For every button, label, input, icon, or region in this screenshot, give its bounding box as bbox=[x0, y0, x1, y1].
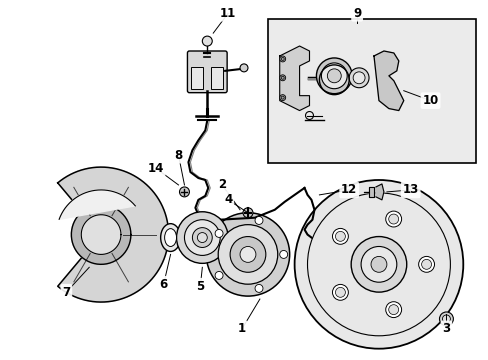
Circle shape bbox=[279, 251, 287, 258]
Text: 9: 9 bbox=[352, 7, 361, 20]
Text: 7: 7 bbox=[62, 285, 70, 299]
Bar bbox=[267, 19, 475, 163]
Circle shape bbox=[421, 260, 431, 269]
Circle shape bbox=[255, 216, 263, 224]
Circle shape bbox=[350, 237, 406, 292]
Polygon shape bbox=[364, 187, 373, 197]
Circle shape bbox=[197, 233, 207, 243]
Circle shape bbox=[279, 95, 285, 100]
Circle shape bbox=[230, 237, 265, 272]
Polygon shape bbox=[71, 205, 131, 264]
Circle shape bbox=[316, 58, 351, 94]
Text: 14: 14 bbox=[147, 162, 163, 175]
Circle shape bbox=[418, 256, 434, 272]
Circle shape bbox=[348, 68, 368, 88]
Circle shape bbox=[240, 64, 247, 72]
Circle shape bbox=[294, 180, 462, 349]
Polygon shape bbox=[279, 46, 309, 111]
Text: 11: 11 bbox=[220, 7, 236, 20]
Text: 10: 10 bbox=[422, 94, 438, 107]
Text: 1: 1 bbox=[238, 322, 245, 336]
Text: 13: 13 bbox=[402, 184, 418, 197]
Bar bbox=[191, 67, 203, 89]
Circle shape bbox=[326, 69, 341, 83]
Circle shape bbox=[332, 284, 347, 300]
Circle shape bbox=[240, 247, 255, 262]
Circle shape bbox=[321, 63, 346, 89]
Circle shape bbox=[352, 72, 365, 84]
Circle shape bbox=[215, 271, 223, 279]
Ellipse shape bbox=[164, 229, 176, 247]
FancyBboxPatch shape bbox=[187, 51, 226, 93]
Circle shape bbox=[218, 225, 277, 284]
Polygon shape bbox=[58, 167, 168, 302]
Circle shape bbox=[370, 256, 386, 272]
Bar bbox=[211, 67, 223, 89]
Circle shape bbox=[332, 228, 347, 244]
Text: 2: 2 bbox=[218, 179, 226, 192]
Circle shape bbox=[385, 302, 401, 318]
Polygon shape bbox=[373, 51, 403, 111]
Circle shape bbox=[179, 187, 189, 197]
Text: 12: 12 bbox=[340, 184, 357, 197]
Circle shape bbox=[388, 305, 398, 315]
Text: 8: 8 bbox=[174, 149, 182, 162]
Text: 4: 4 bbox=[224, 193, 232, 206]
Circle shape bbox=[202, 36, 212, 46]
Circle shape bbox=[360, 247, 396, 282]
Text: 5: 5 bbox=[196, 280, 204, 293]
Polygon shape bbox=[59, 190, 135, 219]
Circle shape bbox=[192, 228, 212, 247]
Circle shape bbox=[255, 284, 263, 292]
Circle shape bbox=[385, 211, 401, 227]
Circle shape bbox=[206, 213, 289, 296]
Circle shape bbox=[279, 56, 285, 62]
Circle shape bbox=[243, 208, 252, 218]
Circle shape bbox=[439, 312, 452, 326]
Circle shape bbox=[176, 212, 228, 264]
Circle shape bbox=[335, 287, 345, 297]
Circle shape bbox=[442, 315, 449, 323]
Ellipse shape bbox=[161, 224, 180, 251]
Polygon shape bbox=[375, 184, 383, 200]
Circle shape bbox=[335, 231, 345, 241]
Circle shape bbox=[215, 229, 223, 237]
Circle shape bbox=[388, 214, 398, 224]
Circle shape bbox=[184, 220, 220, 255]
Polygon shape bbox=[81, 215, 121, 255]
Text: 6: 6 bbox=[159, 278, 167, 291]
Text: 3: 3 bbox=[442, 322, 449, 336]
Circle shape bbox=[279, 75, 285, 81]
